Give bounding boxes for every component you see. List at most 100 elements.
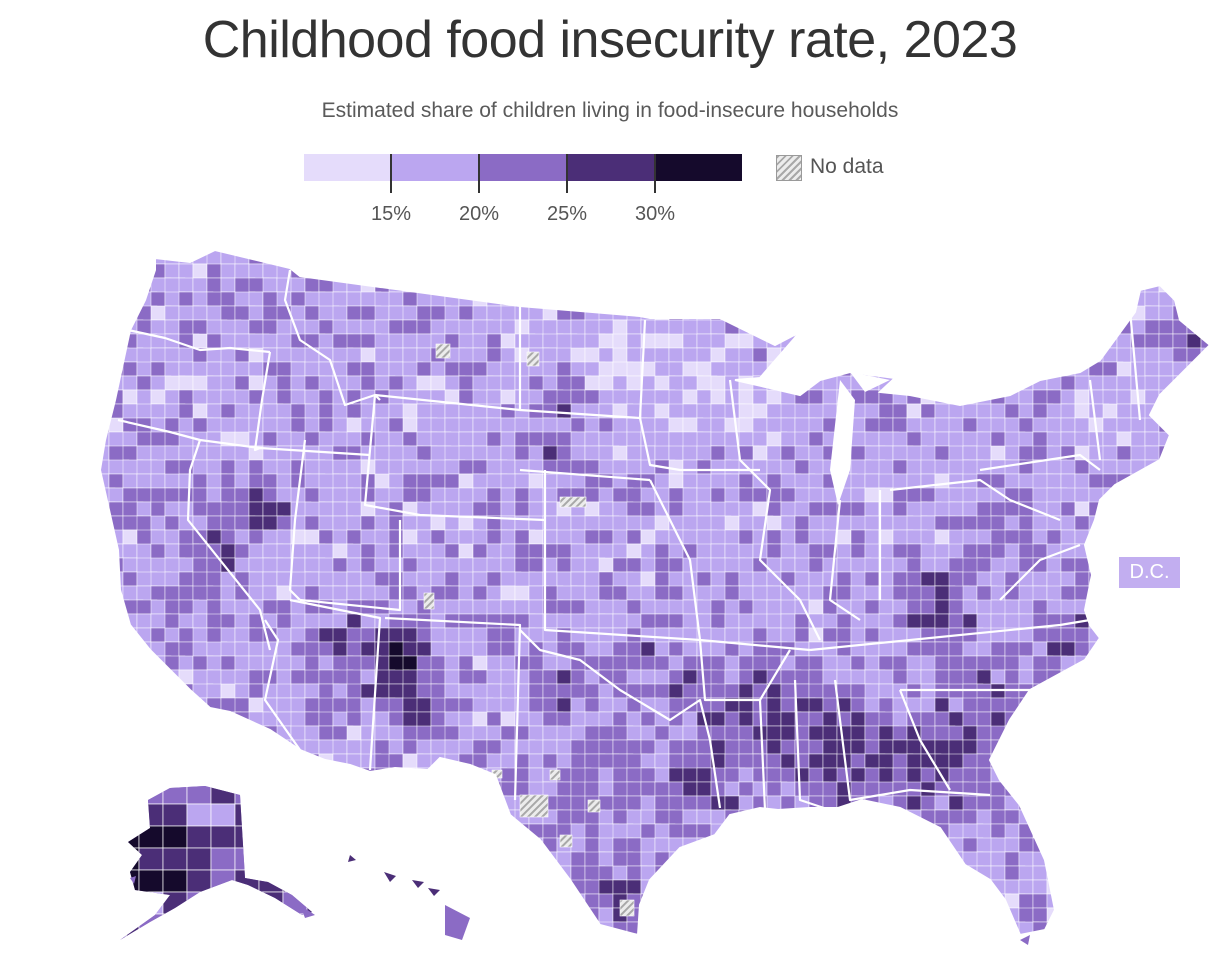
county-cell bbox=[290, 431, 306, 447]
county-cell bbox=[935, 936, 955, 950]
county-cell bbox=[850, 347, 866, 368]
county-cell bbox=[654, 277, 676, 298]
county-cell bbox=[332, 753, 348, 769]
county-cell bbox=[668, 333, 684, 349]
county-cell bbox=[668, 725, 684, 741]
county-cell bbox=[100, 627, 110, 643]
county-cell bbox=[319, 936, 333, 955]
county-cell bbox=[613, 936, 627, 955]
county-cell bbox=[458, 767, 474, 783]
county-cell bbox=[500, 627, 516, 643]
county-cell bbox=[276, 529, 292, 545]
county-cell bbox=[1018, 599, 1034, 615]
county-cell bbox=[220, 473, 236, 489]
county-cell bbox=[976, 711, 992, 727]
county-cell bbox=[1200, 795, 1210, 816]
county-cell bbox=[976, 543, 992, 559]
county-cell bbox=[1004, 291, 1026, 312]
county-cell bbox=[948, 333, 970, 349]
county-cell bbox=[1172, 851, 1188, 867]
county-cell bbox=[1088, 697, 1110, 713]
county-cell bbox=[1172, 907, 1188, 928]
county-cell bbox=[248, 893, 270, 909]
county-cell bbox=[920, 879, 936, 895]
legend-label-20: 20% bbox=[458, 203, 500, 225]
county-cell bbox=[430, 837, 452, 858]
county-cell bbox=[668, 767, 684, 783]
county-cell bbox=[514, 865, 530, 881]
county-cell bbox=[1074, 781, 1096, 797]
county-cell bbox=[766, 893, 782, 909]
county-cell bbox=[290, 865, 312, 881]
county-cell bbox=[416, 851, 432, 872]
county-cell bbox=[990, 445, 1006, 461]
county-cell bbox=[906, 879, 922, 895]
county-cell bbox=[402, 865, 418, 881]
county-cell bbox=[556, 347, 572, 363]
county-cell bbox=[682, 683, 698, 699]
county-cell bbox=[402, 921, 424, 935]
county-cell bbox=[570, 403, 586, 419]
county-cell bbox=[1158, 893, 1174, 914]
county-cell bbox=[1200, 697, 1210, 718]
county-cell bbox=[570, 361, 586, 377]
county-cell bbox=[850, 487, 866, 503]
county-cell bbox=[584, 291, 600, 307]
county-cell bbox=[823, 936, 837, 950]
county-cell bbox=[1158, 683, 1174, 699]
county-cell bbox=[318, 655, 334, 671]
county-cell bbox=[472, 823, 494, 839]
county-cell bbox=[724, 907, 740, 928]
county-cell bbox=[136, 711, 152, 732]
county-cell bbox=[360, 263, 376, 279]
county-cell bbox=[1130, 711, 1152, 727]
county-cell bbox=[962, 333, 984, 354]
county-cell bbox=[850, 655, 866, 671]
county-cell bbox=[1005, 936, 1019, 950]
county-cell bbox=[402, 613, 418, 629]
county-cell bbox=[444, 585, 460, 601]
county-cell bbox=[402, 431, 418, 447]
county-cell bbox=[276, 250, 298, 265]
county-cell bbox=[332, 529, 348, 545]
county-cell bbox=[808, 837, 830, 858]
county-cell bbox=[766, 753, 782, 769]
county-cell bbox=[640, 753, 656, 769]
county-cell bbox=[304, 809, 326, 830]
county-cell bbox=[1187, 936, 1207, 950]
county-cell bbox=[1004, 347, 1026, 363]
county-cell bbox=[500, 879, 516, 895]
county-cell bbox=[500, 823, 516, 839]
county-cell bbox=[1186, 277, 1202, 298]
county-cell bbox=[1060, 865, 1082, 881]
county-cell bbox=[108, 711, 130, 727]
county-cell bbox=[976, 305, 992, 326]
county-cell bbox=[626, 781, 642, 797]
county-cell bbox=[1200, 823, 1210, 839]
county-cell bbox=[794, 851, 816, 867]
county-cell bbox=[640, 627, 656, 643]
county-cell bbox=[332, 711, 348, 727]
county-cell bbox=[248, 921, 264, 935]
county-cell bbox=[444, 487, 460, 503]
county-cell bbox=[472, 809, 494, 830]
county-cell bbox=[1018, 333, 1034, 349]
county-cell bbox=[1158, 599, 1180, 620]
county-cell bbox=[346, 557, 362, 573]
county-cell bbox=[360, 907, 376, 923]
county-cell bbox=[1004, 739, 1026, 755]
county-cell bbox=[892, 851, 908, 867]
county-cell bbox=[1102, 347, 1118, 363]
county-cell bbox=[346, 921, 362, 935]
county-cell bbox=[542, 907, 558, 923]
county-cell bbox=[1158, 823, 1180, 844]
county-cell bbox=[1130, 543, 1146, 559]
legend-tick-1 bbox=[390, 154, 392, 193]
county-cell bbox=[1144, 613, 1166, 629]
county-cell bbox=[150, 403, 166, 419]
county-cell bbox=[486, 851, 502, 867]
county-cell bbox=[430, 655, 446, 671]
county-cell bbox=[878, 305, 900, 321]
county-cell bbox=[556, 557, 572, 573]
county-cell bbox=[1033, 936, 1047, 950]
